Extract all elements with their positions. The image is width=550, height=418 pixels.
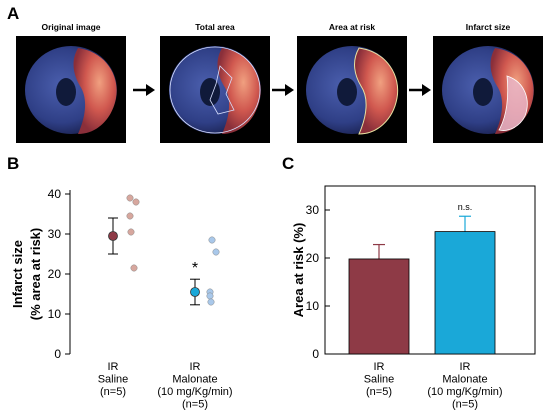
y-axis-label: (% area at risk) (28, 228, 43, 321)
heart-image-original (16, 36, 126, 143)
y-tick-label: 10 (306, 299, 320, 313)
x-category-label: Saline (98, 374, 129, 386)
heart-section-graphic (306, 46, 399, 135)
arrow-right-icon (272, 84, 294, 96)
image-caption-original: Original image (41, 22, 101, 32)
heart-image-infarct (433, 36, 543, 143)
heart-section-graphic (442, 46, 534, 134)
panel-label-a: A (7, 4, 20, 23)
heart-tissue-risk-region (354, 48, 398, 134)
y-tick-label: 20 (48, 267, 62, 281)
data-point (127, 228, 135, 236)
total-area-inner-outline (209, 65, 235, 115)
y-tick-label: 30 (306, 203, 320, 217)
heart-section-graphic (25, 46, 117, 134)
y-tick-label: 0 (54, 347, 61, 361)
mean-point (108, 231, 118, 241)
x-category-label: IR (108, 361, 119, 373)
x-category-label: Malonate (442, 374, 487, 386)
data-point (207, 298, 215, 306)
total-area-outline (169, 46, 261, 134)
x-category-label: (10 mg/Kg/min) (157, 386, 232, 398)
image-caption-total: Total area (195, 22, 235, 32)
x-category-label: IR (190, 361, 201, 373)
y-axis-label: Infarct size (10, 240, 25, 308)
bar (348, 258, 410, 355)
data-point (126, 194, 134, 202)
bar (434, 231, 496, 355)
y-axis-label: Area at risk (%) (291, 223, 306, 318)
data-point (132, 198, 140, 206)
panel-label-b: B (7, 154, 20, 173)
mean-point (190, 287, 200, 297)
x-category-label: IR (374, 361, 385, 373)
heart-lumen (473, 78, 493, 106)
infarct-outline (498, 75, 528, 131)
heart-section-graphic (169, 46, 261, 134)
x-category-label: Saline (364, 374, 395, 386)
heart-tissue-risk-region (73, 48, 117, 134)
area-at-risk-outline (354, 47, 399, 135)
significance-marker: n.s. (458, 202, 473, 212)
image-caption-infarct: Infarct size (465, 22, 511, 32)
y-tick-label: 0 (312, 347, 319, 361)
y-tick-label: 20 (306, 251, 320, 265)
y-tick-label: 10 (48, 307, 62, 321)
x-category-label: IR (460, 361, 471, 373)
heart-image-total (160, 36, 270, 143)
heart-lumen (56, 78, 76, 106)
x-category-label: (n=5) (452, 399, 478, 411)
x-category-label: Malonate (172, 374, 217, 386)
heart-lumen (200, 78, 220, 106)
arrow-right-icon (409, 84, 431, 96)
data-point (208, 236, 216, 244)
x-category-label: (10 mg/Kg/min) (427, 386, 502, 398)
data-point (206, 292, 214, 300)
image-caption-risk: Area at risk (328, 22, 376, 32)
heart-tissue-risk-region (217, 48, 261, 134)
x-category-label: (n=5) (182, 399, 208, 411)
infarct-region (499, 76, 528, 131)
plot-frame (324, 185, 536, 355)
x-category-label: (n=5) (100, 386, 126, 398)
significance-marker: * (192, 260, 198, 277)
heart-image-risk (297, 36, 407, 143)
y-tick-label: 40 (48, 187, 62, 201)
data-point (126, 212, 134, 220)
data-point (212, 248, 220, 256)
y-tick-label: 30 (48, 227, 62, 241)
data-point (130, 264, 138, 272)
panel-label-c: C (282, 154, 295, 173)
heart-lumen (337, 78, 357, 106)
x-category-label: (n=5) (366, 386, 392, 398)
arrow-right-icon (133, 84, 155, 96)
